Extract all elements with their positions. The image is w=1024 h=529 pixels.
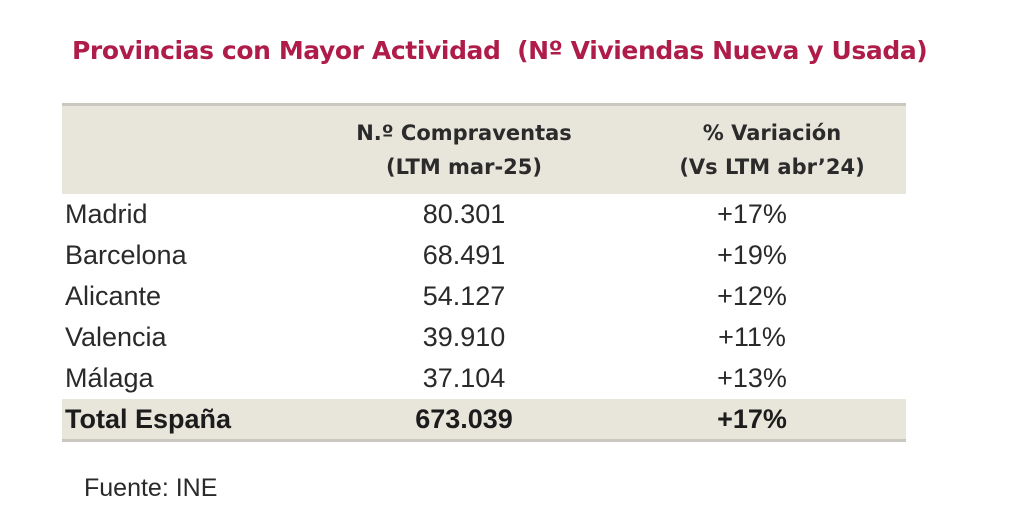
page-title: Provincias con Mayor Actividad (Nº Vivie… xyxy=(72,36,928,65)
column-header-variation-line1: % Variación xyxy=(702,121,842,145)
sales-cell: 80.301 xyxy=(422,199,506,229)
province-cell: Barcelona xyxy=(65,240,187,270)
table-row: Alicante 54.127 +12% xyxy=(62,276,906,317)
total-label: Total España xyxy=(65,404,232,434)
column-header-sales-line1: N.º Compraventas xyxy=(356,121,572,145)
table-row: Barcelona 68.491 +19% xyxy=(62,235,906,276)
province-cell: Málaga xyxy=(65,363,154,393)
table-row: Valencia 39.910 +11% xyxy=(62,317,906,358)
total-row: Total España 673.039 +17% xyxy=(62,399,906,442)
sales-cell: 54.127 xyxy=(422,281,506,311)
column-header-sales-line2: (LTM mar-25) xyxy=(386,155,542,179)
variation-cell: +12% xyxy=(717,281,787,311)
variation-cell: +13% xyxy=(717,363,787,393)
total-variation: +17% xyxy=(717,404,787,434)
total-sales: 673.039 xyxy=(415,404,513,434)
table-header: N.º Compraventas (LTM mar-25) % Variació… xyxy=(62,103,906,194)
variation-cell: +17% xyxy=(717,199,787,229)
sales-cell: 37.104 xyxy=(422,363,506,393)
column-header-sales: N.º Compraventas (LTM mar-25) xyxy=(294,116,634,184)
variation-cell: +11% xyxy=(718,322,786,352)
table-row: Madrid 80.301 +17% xyxy=(62,194,906,235)
table-row: Málaga 37.104 +13% xyxy=(62,358,906,399)
variation-cell: +19% xyxy=(717,240,787,270)
column-header-variation: % Variación (Vs LTM abr’24) xyxy=(622,116,922,184)
sales-cell: 68.491 xyxy=(422,240,506,270)
column-header-variation-line2: (Vs LTM abr’24) xyxy=(679,155,865,179)
province-cell: Madrid xyxy=(65,199,148,229)
sales-cell: 39.910 xyxy=(422,322,506,352)
province-cell: Valencia xyxy=(65,322,167,352)
data-table: N.º Compraventas (LTM mar-25) % Variació… xyxy=(62,103,906,442)
province-cell: Alicante xyxy=(65,281,162,311)
source-note: Fuente: INE xyxy=(84,474,218,502)
